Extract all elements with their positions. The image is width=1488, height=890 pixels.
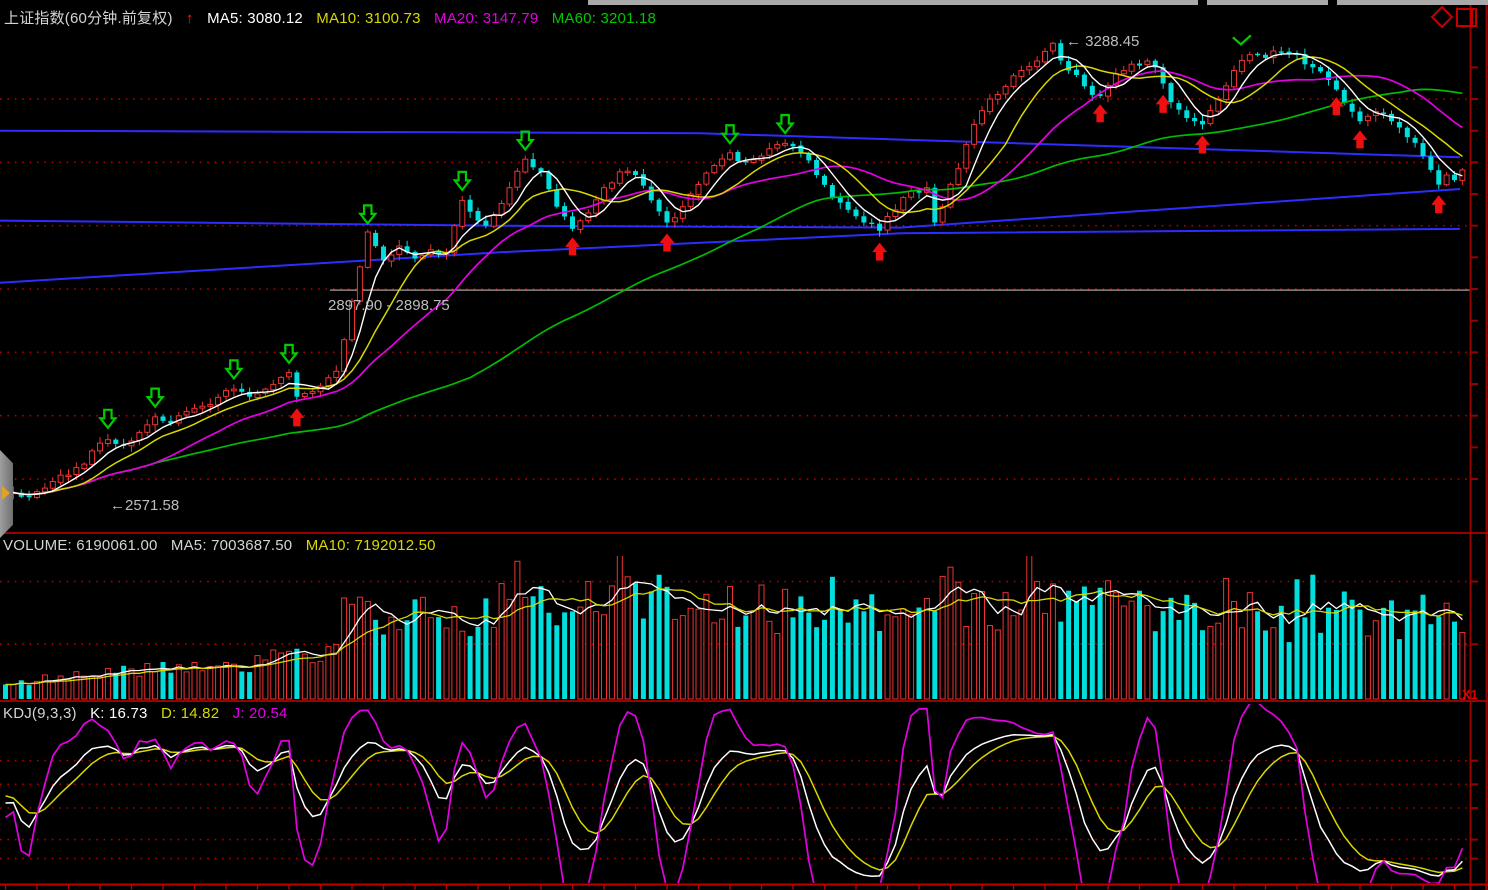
volume-ma5-value: MA5: 7003687.50 [170, 537, 293, 554]
ma20-value: MA20: 3147.79 [434, 10, 539, 27]
window-top-strip [588, 0, 1488, 5]
window-pane-divider [1470, 10, 1473, 25]
main-chart-header: 上证指数(60分钟.前复权) ↑ MA5: 3080.12 MA10: 3100… [4, 7, 665, 28]
strip-notch [1328, 0, 1337, 5]
buy-signal-arrow-icon: ↑ [186, 10, 194, 27]
volume-panel-header: VOLUME: 6190061.00 MA5: 7003687.50 MA10:… [3, 537, 445, 554]
volume-value: VOLUME: 6190061.00 [3, 537, 158, 554]
volume-ma10-value: MA10: 7192012.50 [305, 537, 436, 554]
left-flyout-handle[interactable] [0, 450, 13, 538]
kdj-name: KDJ(9,3,3) [3, 705, 77, 722]
ma10-value: MA10: 3100.73 [316, 10, 421, 27]
gap-range-annotation: 2897.90 - 2898.75 [328, 297, 450, 314]
symbol-title: 上证指数(60分钟.前复权) [4, 10, 173, 27]
kdj-j-value: J: 20.54 [232, 705, 288, 722]
ma5-value: MA5: 3080.12 [207, 10, 303, 27]
kdj-k-value: K: 16.73 [90, 705, 148, 722]
kdj-d-value: D: 14.82 [160, 705, 220, 722]
kdj-panel-header: KDJ(9,3,3) K: 16.73 D: 14.82 J: 20.54 [3, 705, 297, 722]
strip-notch [1198, 0, 1207, 5]
expand-arrow-icon [2, 486, 10, 500]
low-price-annotation: ←2571.58 [110, 497, 180, 514]
window-panes-icon[interactable] [1456, 8, 1477, 27]
peak-price-annotation: ← 3288.45 [1066, 33, 1140, 50]
ma60-value: MA60: 3201.18 [551, 10, 657, 27]
volume-scale-label[interactable]: X1 [1462, 687, 1478, 702]
